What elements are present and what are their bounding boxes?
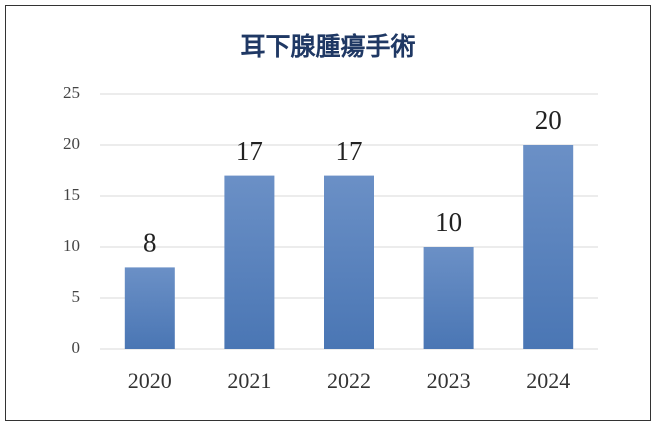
y-tick-label: 20 [63, 134, 80, 153]
x-tick-label: 2024 [526, 368, 570, 393]
data-label: 17 [236, 136, 263, 166]
bar [324, 175, 374, 349]
data-label: 20 [535, 105, 562, 135]
x-tick-label: 2022 [327, 368, 371, 393]
bar [523, 145, 574, 349]
y-tick-label: 5 [72, 287, 81, 306]
x-tick-label: 2021 [227, 368, 271, 393]
data-label: 10 [435, 207, 462, 237]
bar [124, 267, 175, 349]
x-tick-label: 2020 [128, 368, 172, 393]
chart-title: 耳下腺腫瘍手術 [240, 32, 415, 61]
y-tick-label: 0 [72, 338, 81, 357]
y-tick-label: 15 [63, 185, 80, 204]
y-tick-label: 10 [63, 236, 80, 255]
bar [224, 175, 275, 349]
bar [423, 247, 474, 349]
y-tick-label: 25 [63, 83, 80, 102]
x-tick-label: 2023 [427, 368, 471, 393]
data-label: 17 [336, 136, 363, 166]
data-label: 8 [143, 228, 157, 258]
